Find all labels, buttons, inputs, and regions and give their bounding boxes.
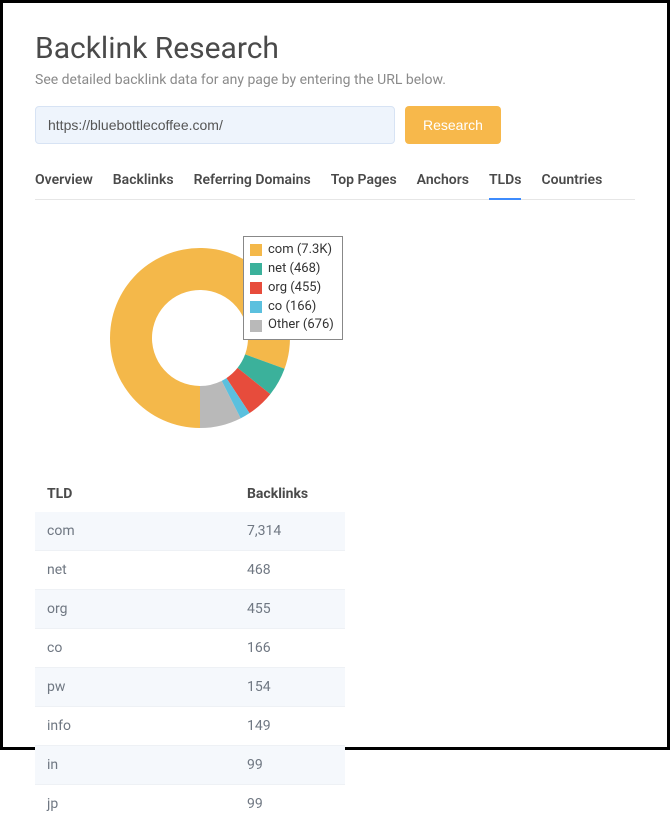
research-button[interactable]: Research: [405, 106, 501, 144]
cell-backlinks: 99: [235, 746, 345, 785]
cell-tld: org: [35, 590, 235, 629]
cell-backlinks: 154: [235, 668, 345, 707]
table-header-backlinks: Backlinks: [235, 476, 345, 512]
tabs-nav: Overview Backlinks Referring Domains Top Pa…: [35, 166, 635, 200]
cell-tld: com: [35, 512, 235, 551]
legend-label-co: co (166): [268, 298, 316, 317]
table-header-tld: TLD: [35, 476, 235, 512]
tld-table: TLD Backlinks com7,314net468org455co166p…: [35, 476, 345, 823]
legend-label-org: org (455): [268, 279, 321, 298]
legend-swatch-net: [250, 263, 262, 275]
legend-row-co: co (166): [250, 298, 334, 317]
page-title: Backlink Research: [35, 31, 635, 66]
legend-row-other: Other (676): [250, 316, 334, 335]
cell-tld: jp: [35, 785, 235, 823]
legend-swatch-com: [250, 244, 262, 256]
table-row: info149: [35, 707, 345, 746]
page-subtitle: See detailed backlink data for any page …: [35, 72, 635, 88]
cell-backlinks: 99: [235, 785, 345, 823]
chart-legend: com (7.3K)net (468)org (455)co (166)Othe…: [243, 236, 343, 340]
cell-tld: info: [35, 707, 235, 746]
cell-tld: net: [35, 551, 235, 590]
tab-overview[interactable]: Overview: [35, 166, 93, 200]
tab-tlds[interactable]: TLDs: [489, 166, 522, 200]
table-row: net468: [35, 551, 345, 590]
legend-label-net: net (468): [268, 260, 320, 279]
table-row: com7,314: [35, 512, 345, 551]
legend-label-other: Other (676): [268, 316, 334, 335]
tld-donut-chart: com (7.3K)net (468)org (455)co (166)Othe…: [95, 228, 395, 448]
tab-referring-domains[interactable]: Referring Domains: [194, 166, 311, 200]
table-row: org455: [35, 590, 345, 629]
cell-tld: co: [35, 629, 235, 668]
search-row: Research: [35, 106, 635, 144]
cell-backlinks: 455: [235, 590, 345, 629]
tab-backlinks[interactable]: Backlinks: [113, 166, 174, 200]
tab-countries[interactable]: Countries: [541, 166, 602, 200]
cell-backlinks: 149: [235, 707, 345, 746]
legend-label-com: com (7.3K): [268, 241, 332, 260]
cell-tld: in: [35, 746, 235, 785]
legend-swatch-other: [250, 320, 262, 332]
cell-tld: pw: [35, 668, 235, 707]
tab-top-pages[interactable]: Top Pages: [331, 166, 397, 200]
table-row: pw154: [35, 668, 345, 707]
cell-backlinks: 166: [235, 629, 345, 668]
url-input[interactable]: [35, 106, 395, 144]
legend-row-com: com (7.3K): [250, 241, 334, 260]
tab-anchors[interactable]: Anchors: [417, 166, 469, 200]
table-row: co166: [35, 629, 345, 668]
cell-backlinks: 468: [235, 551, 345, 590]
legend-row-org: org (455): [250, 279, 334, 298]
table-row: jp99: [35, 785, 345, 823]
cell-backlinks: 7,314: [235, 512, 345, 551]
legend-row-net: net (468): [250, 260, 334, 279]
table-row: in99: [35, 746, 345, 785]
legend-swatch-org: [250, 282, 262, 294]
legend-swatch-co: [250, 301, 262, 313]
